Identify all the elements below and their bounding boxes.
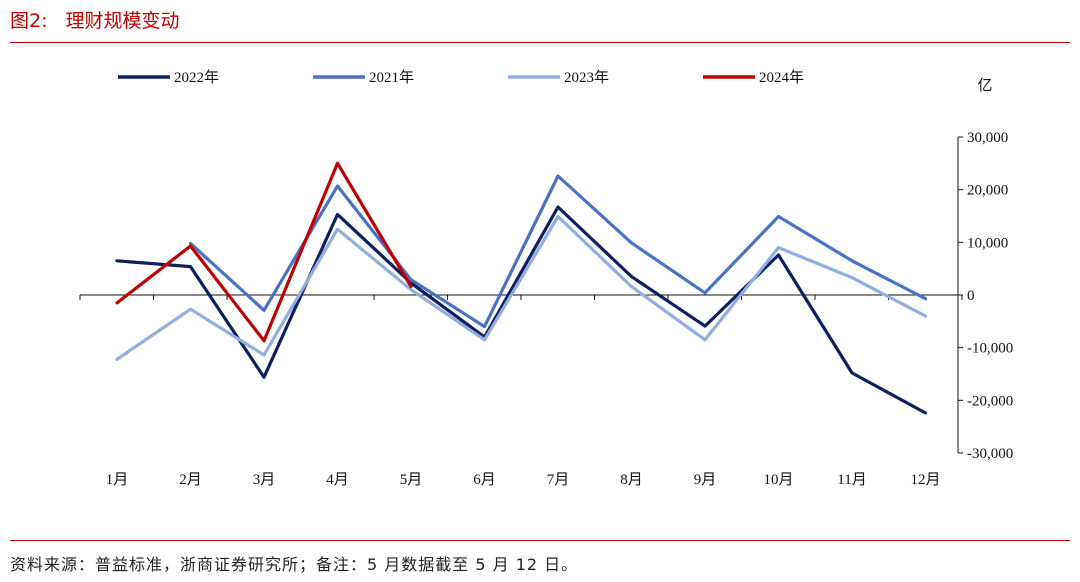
x-tick-label: 10月 [763, 472, 793, 488]
chart-legend: 2022年 2021年 2023年 2024年 [118, 69, 804, 86]
y-axis-unit-label: 亿 [977, 77, 992, 94]
y-tick-label: 10,000 [967, 235, 1008, 251]
x-tick-label: 12月 [910, 472, 940, 488]
legend-label-2: 2023年 [564, 69, 609, 86]
y-tick-label: 0 [967, 288, 975, 304]
x-tick-label: 3月 [253, 472, 276, 488]
top-divider [10, 42, 1070, 43]
series-line-3 [115, 161, 413, 343]
y-tick-label: -10,000 [967, 341, 1013, 357]
legend-label-3: 2024年 [759, 69, 804, 86]
x-tick-label: 8月 [620, 472, 643, 488]
x-tick-label: 5月 [400, 472, 423, 488]
legend-label-1: 2021年 [369, 69, 414, 86]
figure-number: 图2: [10, 10, 48, 32]
figure-title-text: 理财规模变动 [65, 10, 180, 32]
series-line-0 [115, 205, 928, 415]
y-tick-label: -20,000 [967, 393, 1013, 409]
figure-title: 图2: 理财规模变动 [10, 6, 180, 33]
x-tick-label: 6月 [473, 472, 496, 488]
series-line-1 [188, 174, 928, 329]
source-note: 资料来源：普益标准，浙商证券研究所；备注：5 月数据截至 5 月 12 日。 [10, 555, 579, 574]
x-tick-label: 1月 [106, 472, 129, 488]
y-tick-label: 30,000 [967, 130, 1008, 146]
x-tick-label: 7月 [547, 472, 570, 488]
x-tick-label: 11月 [837, 472, 866, 488]
bottom-divider [10, 540, 1070, 541]
chart-axes: 30,000 20,000 10,000 0 -10,000 -20,000 -30,000… [79, 130, 1013, 488]
series-line-2 [115, 214, 928, 361]
y-tick-label: 20,000 [967, 183, 1008, 199]
chart-series [115, 161, 928, 415]
y-tick-label: -30,000 [967, 446, 1013, 462]
x-tick-label: 9月 [694, 472, 717, 488]
x-tick-label: 2月 [179, 472, 202, 488]
x-tick-label: 4月 [326, 472, 349, 488]
legend-label-0: 2022年 [174, 69, 219, 86]
